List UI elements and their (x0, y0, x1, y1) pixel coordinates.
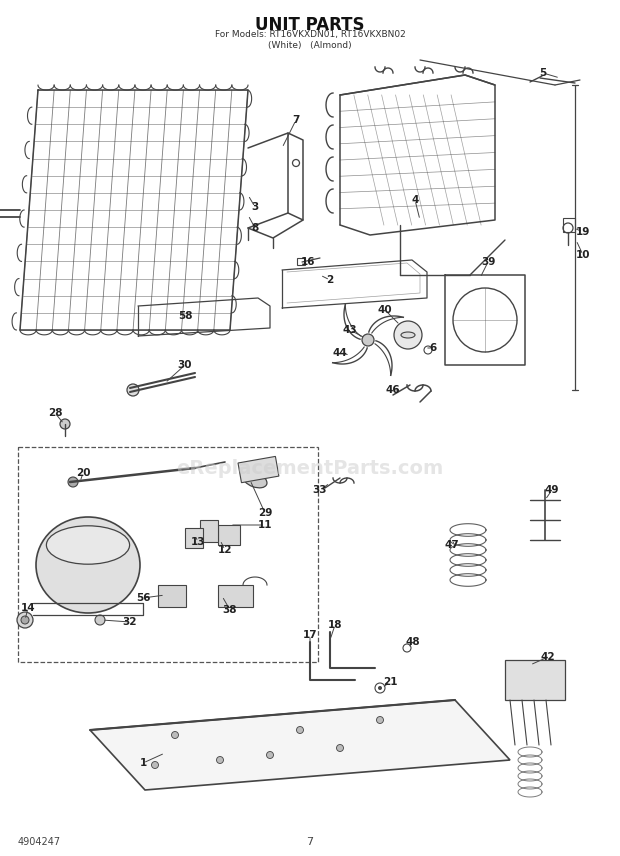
Circle shape (17, 612, 33, 628)
Text: 49: 49 (545, 485, 559, 495)
Polygon shape (90, 700, 510, 790)
Text: 48: 48 (405, 637, 420, 647)
Bar (185, 528, 203, 548)
Ellipse shape (46, 526, 130, 564)
Text: 32: 32 (123, 617, 137, 627)
Text: 42: 42 (541, 652, 556, 662)
Text: 1: 1 (140, 758, 146, 768)
Text: 58: 58 (178, 311, 192, 321)
Text: 11: 11 (258, 520, 272, 530)
Circle shape (21, 616, 29, 624)
Text: 5: 5 (539, 68, 547, 78)
Circle shape (337, 745, 343, 752)
Text: 47: 47 (445, 540, 459, 550)
Text: 44: 44 (332, 348, 347, 358)
Text: 30: 30 (178, 360, 192, 370)
Text: 43: 43 (343, 325, 357, 335)
Ellipse shape (36, 517, 140, 613)
Bar (218, 585, 253, 607)
Circle shape (378, 686, 382, 690)
Text: 19: 19 (576, 227, 590, 237)
Text: 2: 2 (326, 275, 334, 285)
Text: 7: 7 (292, 115, 299, 125)
Text: 39: 39 (481, 257, 495, 267)
Bar (218, 525, 240, 545)
Text: 7: 7 (306, 837, 314, 847)
Circle shape (127, 384, 139, 396)
Bar (18, 447, 318, 662)
Circle shape (172, 732, 179, 739)
Text: 18: 18 (328, 620, 342, 630)
Bar (563, 218, 575, 232)
Text: eReplacementParts.com: eReplacementParts.com (176, 459, 444, 478)
Text: 20: 20 (76, 468, 91, 478)
Text: 10: 10 (576, 250, 590, 260)
Text: 56: 56 (136, 593, 150, 603)
Text: 46: 46 (386, 385, 401, 395)
Bar (297, 258, 305, 265)
Text: 13: 13 (191, 537, 205, 547)
Text: 12: 12 (218, 545, 232, 555)
Text: UNIT PARTS: UNIT PARTS (255, 16, 365, 34)
Bar (238, 456, 279, 483)
Circle shape (296, 727, 304, 734)
Text: 21: 21 (383, 677, 397, 687)
Text: (White)   (Almond): (White) (Almond) (268, 41, 352, 50)
Text: 17: 17 (303, 630, 317, 640)
Circle shape (394, 321, 422, 349)
Bar (200, 520, 218, 542)
Ellipse shape (243, 473, 267, 488)
Bar (505, 660, 565, 700)
Text: 4904247: 4904247 (18, 837, 61, 847)
Circle shape (60, 419, 70, 429)
Circle shape (151, 762, 159, 769)
Circle shape (376, 716, 384, 723)
Text: 8: 8 (251, 223, 259, 233)
Text: For Models: RT16VKXDN01, RT16VKXBN02: For Models: RT16VKXDN01, RT16VKXBN02 (215, 30, 405, 39)
Text: 33: 33 (312, 485, 327, 495)
Text: 29: 29 (258, 508, 272, 518)
Circle shape (216, 757, 223, 764)
Circle shape (68, 477, 78, 487)
Circle shape (267, 752, 273, 758)
Bar (158, 585, 186, 607)
Text: 16: 16 (301, 257, 315, 267)
Circle shape (362, 334, 374, 346)
Text: 4: 4 (411, 195, 418, 205)
Circle shape (95, 615, 105, 625)
Text: 40: 40 (378, 305, 392, 315)
Text: 3: 3 (251, 202, 259, 212)
Text: 28: 28 (48, 408, 62, 418)
Text: 6: 6 (430, 343, 436, 353)
Text: 14: 14 (20, 603, 35, 613)
Text: 38: 38 (223, 605, 237, 615)
Ellipse shape (401, 332, 415, 338)
